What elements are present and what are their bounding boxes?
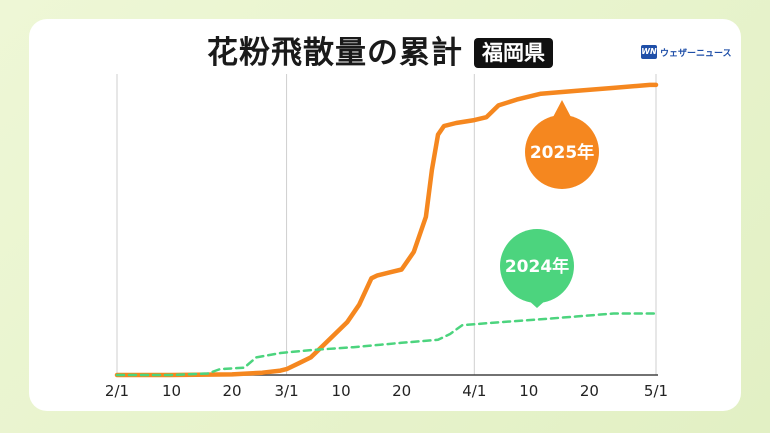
series-labels: 2025年 2024年 — [500, 100, 599, 308]
series-label-2025: 2025年 — [525, 100, 599, 189]
x-tick-label: 10 — [162, 382, 181, 400]
series-layer — [114, 82, 659, 378]
x-tick-label: 10 — [332, 382, 351, 400]
logo-text: ウェザーニュース — [660, 48, 732, 59]
x-tick-label: 10 — [519, 382, 538, 400]
x-tick-label: 20 — [392, 382, 411, 400]
series-line-2025 — [114, 82, 659, 378]
x-tick-labels: 2/1 10 20 3/1 10 20 4/1 10 20 5/1 — [105, 382, 668, 400]
logo-mark-icon: WN — [641, 45, 657, 59]
brand-logo: WN ウェザーニュース — [641, 44, 732, 60]
chart-title: 花粉飛散量の累計 — [207, 35, 463, 71]
series-label-2024-text: 2024年 — [505, 256, 569, 277]
x-tick-label: 3/1 — [275, 382, 299, 400]
series-line-2024 — [115, 312, 658, 377]
series-label-2025-text: 2025年 — [530, 142, 594, 163]
x-tick-label: 20 — [580, 382, 599, 400]
series-label-2024: 2024年 — [500, 229, 574, 308]
x-tick-label: 2/1 — [105, 382, 129, 400]
chart-card — [29, 19, 741, 411]
x-tick-label: 4/1 — [462, 382, 486, 400]
x-tick-label: 20 — [223, 382, 242, 400]
region-badge: 福岡県 — [474, 38, 553, 68]
x-tick-label: 5/1 — [644, 382, 668, 400]
grid-lines — [116, 74, 657, 375]
